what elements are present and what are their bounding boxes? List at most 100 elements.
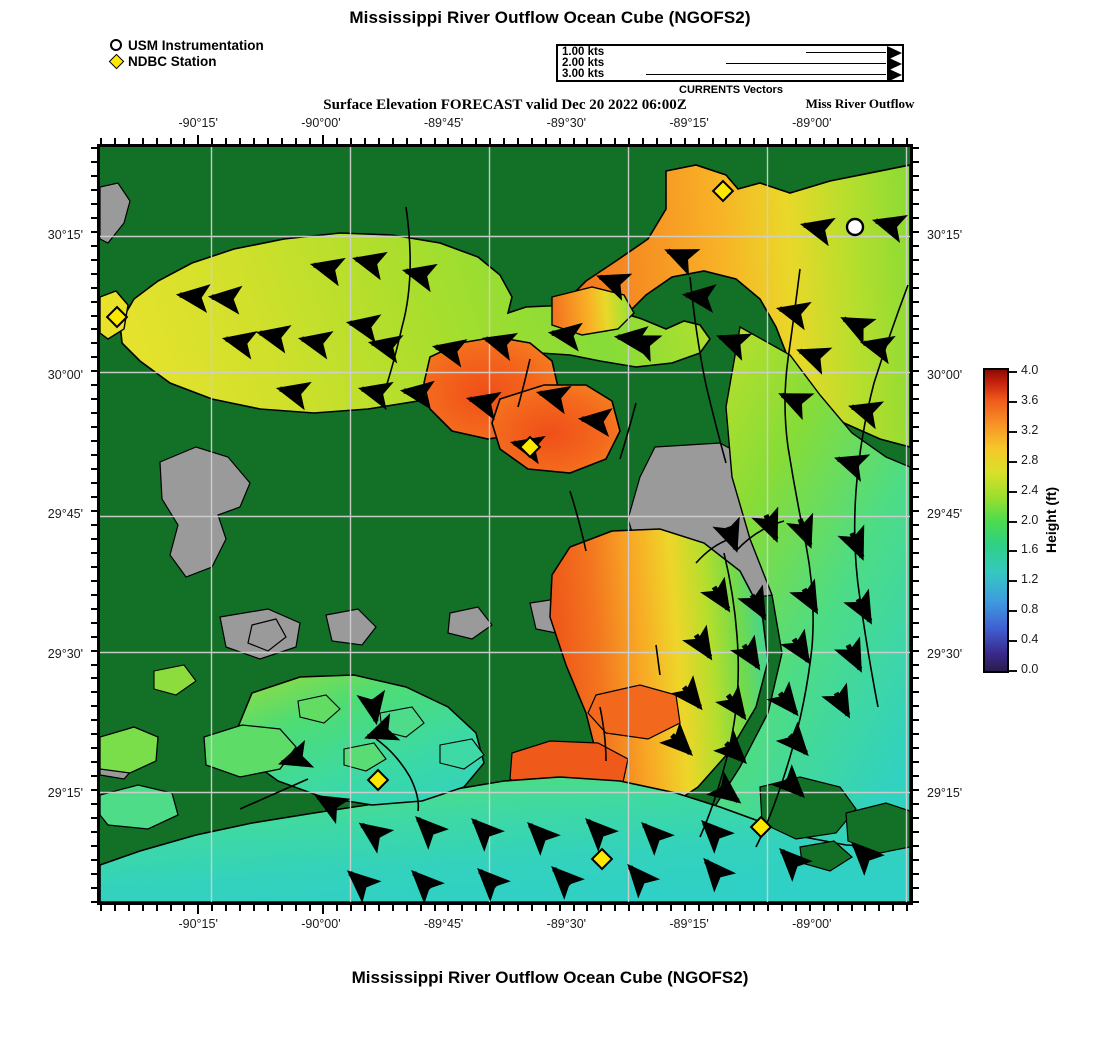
vector-arrowhead [887, 68, 902, 82]
diamond-marker [366, 768, 390, 792]
axis-tick [239, 905, 241, 911]
axis-tick [197, 905, 199, 914]
axis-tick [267, 138, 269, 144]
axis-tick [684, 138, 686, 144]
circle-marker [845, 217, 865, 237]
axis-tick [503, 138, 505, 144]
axis-tick [91, 468, 97, 470]
axis-tick [913, 273, 919, 275]
axis-tick [91, 733, 97, 735]
axis-tick [913, 231, 919, 233]
axis-tick [837, 905, 839, 911]
axis-tick [913, 328, 919, 330]
axis-tick [91, 831, 97, 833]
map-plot[interactable] [97, 144, 913, 905]
axis-tick [809, 905, 811, 911]
axis-tick [447, 905, 449, 911]
vector-shaft [806, 52, 886, 53]
axis-tick [91, 747, 97, 749]
axis-tick [364, 905, 366, 911]
axis-tick [913, 538, 919, 540]
axis-tick [91, 217, 97, 219]
x-axis-label-bottom: -89°15' [669, 917, 709, 931]
axis-tick [91, 887, 97, 889]
axis-tick [128, 138, 130, 144]
colorbar-tick [1009, 460, 1017, 463]
axis-tick [91, 775, 97, 777]
colorbar-tick-label: 2.0 [1021, 512, 1039, 527]
axis-tick [91, 161, 97, 163]
axis-tick [559, 138, 561, 144]
axis-tick [392, 138, 394, 144]
colorbar-tick [1009, 580, 1017, 583]
axis-tick [91, 859, 97, 861]
colorbar-tick [1009, 371, 1017, 373]
axis-tick [91, 524, 97, 526]
axis-tick [670, 905, 672, 911]
colorbar-tick-label: 3.6 [1021, 392, 1039, 407]
axis-tick [795, 905, 797, 911]
diamond-marker [711, 179, 735, 203]
axis-tick [309, 905, 311, 911]
axis-tick [350, 905, 352, 911]
colorbar-tick-label: 3.2 [1021, 422, 1039, 437]
axis-tick [913, 747, 919, 749]
axis-tick [913, 873, 919, 875]
water-marsh-west [100, 784, 179, 830]
axis-tick [378, 138, 380, 144]
x-axis-label-bottom: -89°00' [792, 917, 832, 931]
axis-tick [142, 905, 144, 911]
y-axis-label-left: 29°30' [47, 646, 83, 661]
axis-tick [739, 905, 741, 911]
colorbar-tick [1009, 400, 1017, 403]
axis-tick [913, 356, 919, 358]
axis-tick [913, 594, 919, 596]
axis-tick [91, 231, 97, 233]
colorbar-title: Height (ft) [1043, 486, 1059, 554]
axis-tick [913, 580, 919, 582]
axis-tick [913, 705, 919, 707]
axis-tick [91, 691, 97, 693]
colorbar-tick [1009, 610, 1017, 613]
axis-tick [91, 705, 97, 707]
axis-tick [573, 905, 575, 911]
water-lake-pontchartrain [119, 232, 711, 414]
axis-tick [725, 138, 727, 144]
axis-tick [913, 245, 919, 247]
circle-marker-icon [108, 38, 126, 54]
axis-tick [91, 440, 97, 442]
axis-tick [913, 636, 919, 638]
axis-tick [767, 138, 769, 144]
y-axis-label-right: 29°15' [927, 786, 963, 801]
axis-tick [406, 905, 408, 911]
axis-tick [91, 454, 97, 456]
axis-tick [91, 789, 97, 791]
axis-tick [545, 138, 547, 144]
diamond-marker [518, 435, 542, 459]
axis-tick [91, 328, 97, 330]
axis-tick [913, 342, 919, 344]
axis-tick [600, 905, 602, 911]
axis-tick [336, 905, 338, 911]
axis-tick [350, 138, 352, 144]
axis-tick [531, 905, 533, 911]
axis-tick [91, 636, 97, 638]
axis-tick [573, 138, 575, 144]
x-axis-label-top: -89°00' [792, 116, 832, 130]
axis-tick [913, 831, 919, 833]
axis-tick [434, 138, 436, 144]
axis-tick [91, 677, 97, 679]
axis-tick [906, 905, 908, 911]
axis-tick [913, 789, 919, 791]
axis-tick [642, 138, 644, 144]
vector-scale-label-3: 3.00 kts [562, 68, 605, 80]
colorbar-tick-label: 2.4 [1021, 482, 1039, 497]
station-markers [105, 179, 865, 871]
axis-tick [559, 905, 561, 911]
axis-tick [913, 161, 919, 163]
axis-tick [823, 905, 825, 911]
axis-tick [913, 412, 919, 414]
axis-tick [913, 510, 919, 512]
axis-tick [420, 905, 422, 911]
axis-tick [170, 138, 172, 144]
